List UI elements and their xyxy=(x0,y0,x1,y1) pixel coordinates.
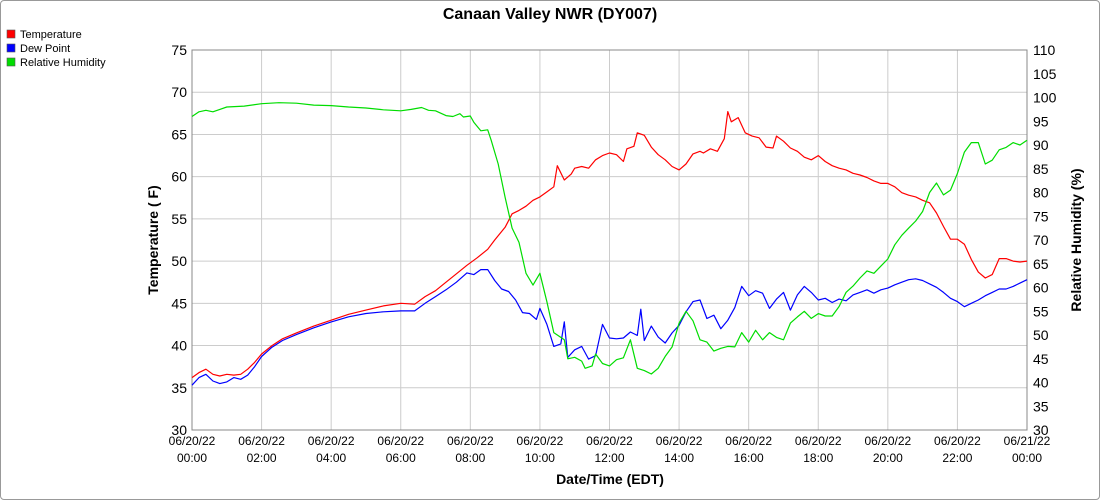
y-tick-label: 30 xyxy=(171,422,187,438)
x-tick-time: 14:00 xyxy=(664,451,694,465)
y-axis-label: Temperature ( F) xyxy=(145,185,161,294)
y2-tick-label: 30 xyxy=(1033,422,1049,438)
grid xyxy=(191,49,1028,431)
y-tick-label: 75 xyxy=(171,42,187,58)
x-axis-ticks: 06/20/22 00:00 06/20/22 02:00 06/20/22 04:00 0… xyxy=(169,434,1051,465)
x-tick-time: 16:00 xyxy=(734,451,764,465)
x-tick-time: 04:00 xyxy=(316,451,346,465)
y2-tick-label: 105 xyxy=(1033,66,1057,82)
x-tick-date: 06/20/22 xyxy=(934,434,981,448)
y2-tick-label: 75 xyxy=(1033,208,1049,224)
y2-tick-label: 110 xyxy=(1033,42,1056,58)
y-tick-label: 40 xyxy=(171,338,187,354)
x-tick-time: 02:00 xyxy=(247,451,277,465)
legend-label-dew-point: Dew Point xyxy=(20,43,70,55)
x-tick-date: 06/21/22 xyxy=(1004,434,1051,448)
x-tick-date: 06/20/22 xyxy=(447,434,494,448)
x-tick-date: 06/20/22 xyxy=(795,434,842,448)
x-tick-time: 22:00 xyxy=(942,451,972,465)
y-tick-label: 55 xyxy=(171,211,187,227)
x-tick-time: 12:00 xyxy=(594,451,624,465)
y2-axis-label: Relative Humidity (%) xyxy=(1068,168,1084,311)
temperature-line xyxy=(191,110,1028,379)
legend-label-temperature: Temperature xyxy=(20,29,82,41)
x-tick-date: 06/20/22 xyxy=(308,434,355,448)
x-tick-date: 06/20/22 xyxy=(864,434,911,448)
y2-tick-label: 35 xyxy=(1033,398,1049,414)
x-tick-time: 00:00 xyxy=(1012,451,1042,465)
plot-area xyxy=(191,49,1028,431)
y2-tick-label: 45 xyxy=(1033,351,1049,367)
series-layer xyxy=(191,102,1028,386)
relative-humidity-line xyxy=(191,102,1028,375)
x-tick-time: 06:00 xyxy=(386,451,416,465)
y-tick-label: 65 xyxy=(171,126,187,142)
y2-tick-label: 50 xyxy=(1033,327,1049,343)
x-tick-time: 20:00 xyxy=(873,451,903,465)
legend-swatch-dew-point xyxy=(6,43,16,53)
y2-axis-ticks: 30 35 40 45 50 55 60 65 70 75 80 85 90 95 100 105 110 xyxy=(1033,42,1057,438)
x-axis-label: Date/Time (EDT) xyxy=(556,471,664,487)
y2-tick-label: 85 xyxy=(1033,161,1049,177)
y-tick-label: 70 xyxy=(171,84,187,100)
y2-tick-label: 70 xyxy=(1033,232,1049,248)
x-tick-time: 08:00 xyxy=(455,451,485,465)
y2-tick-label: 95 xyxy=(1033,113,1049,129)
legend-swatch-relative-humidity xyxy=(6,57,16,67)
y-tick-label: 35 xyxy=(171,380,187,396)
y2-tick-label: 65 xyxy=(1033,256,1049,272)
x-tick-date: 06/20/22 xyxy=(656,434,703,448)
x-tick-date: 06/20/22 xyxy=(377,434,424,448)
y-tick-label: 50 xyxy=(171,253,187,269)
legend: Temperature Dew Point Relative Humidity xyxy=(6,29,106,69)
y2-tick-label: 80 xyxy=(1033,185,1049,201)
y-tick-label: 60 xyxy=(171,169,187,185)
y2-tick-label: 90 xyxy=(1033,137,1049,153)
x-tick-date: 06/20/22 xyxy=(169,434,216,448)
legend-label-relative-humidity: Relative Humidity xyxy=(20,57,106,69)
dew-point-line xyxy=(191,269,1028,386)
y2-tick-label: 40 xyxy=(1033,375,1049,391)
legend-swatch-temperature xyxy=(6,29,16,39)
y2-tick-label: 60 xyxy=(1033,280,1049,296)
y2-tick-label: 100 xyxy=(1033,90,1057,106)
x-tick-date: 06/20/22 xyxy=(586,434,633,448)
y-tick-label: 45 xyxy=(171,295,187,311)
y2-tick-label: 55 xyxy=(1033,303,1049,319)
chart-title: Canaan Valley NWR (DY007) xyxy=(443,6,657,23)
x-tick-time: 18:00 xyxy=(803,451,833,465)
x-tick-date: 06/20/22 xyxy=(517,434,564,448)
y-axis-ticks: 30 35 40 45 50 55 60 65 70 75 xyxy=(171,42,187,438)
x-tick-date: 06/20/22 xyxy=(725,434,772,448)
x-tick-time: 10:00 xyxy=(525,451,555,465)
x-tick-time: 00:00 xyxy=(177,451,207,465)
x-tick-date: 06/20/22 xyxy=(238,434,285,448)
